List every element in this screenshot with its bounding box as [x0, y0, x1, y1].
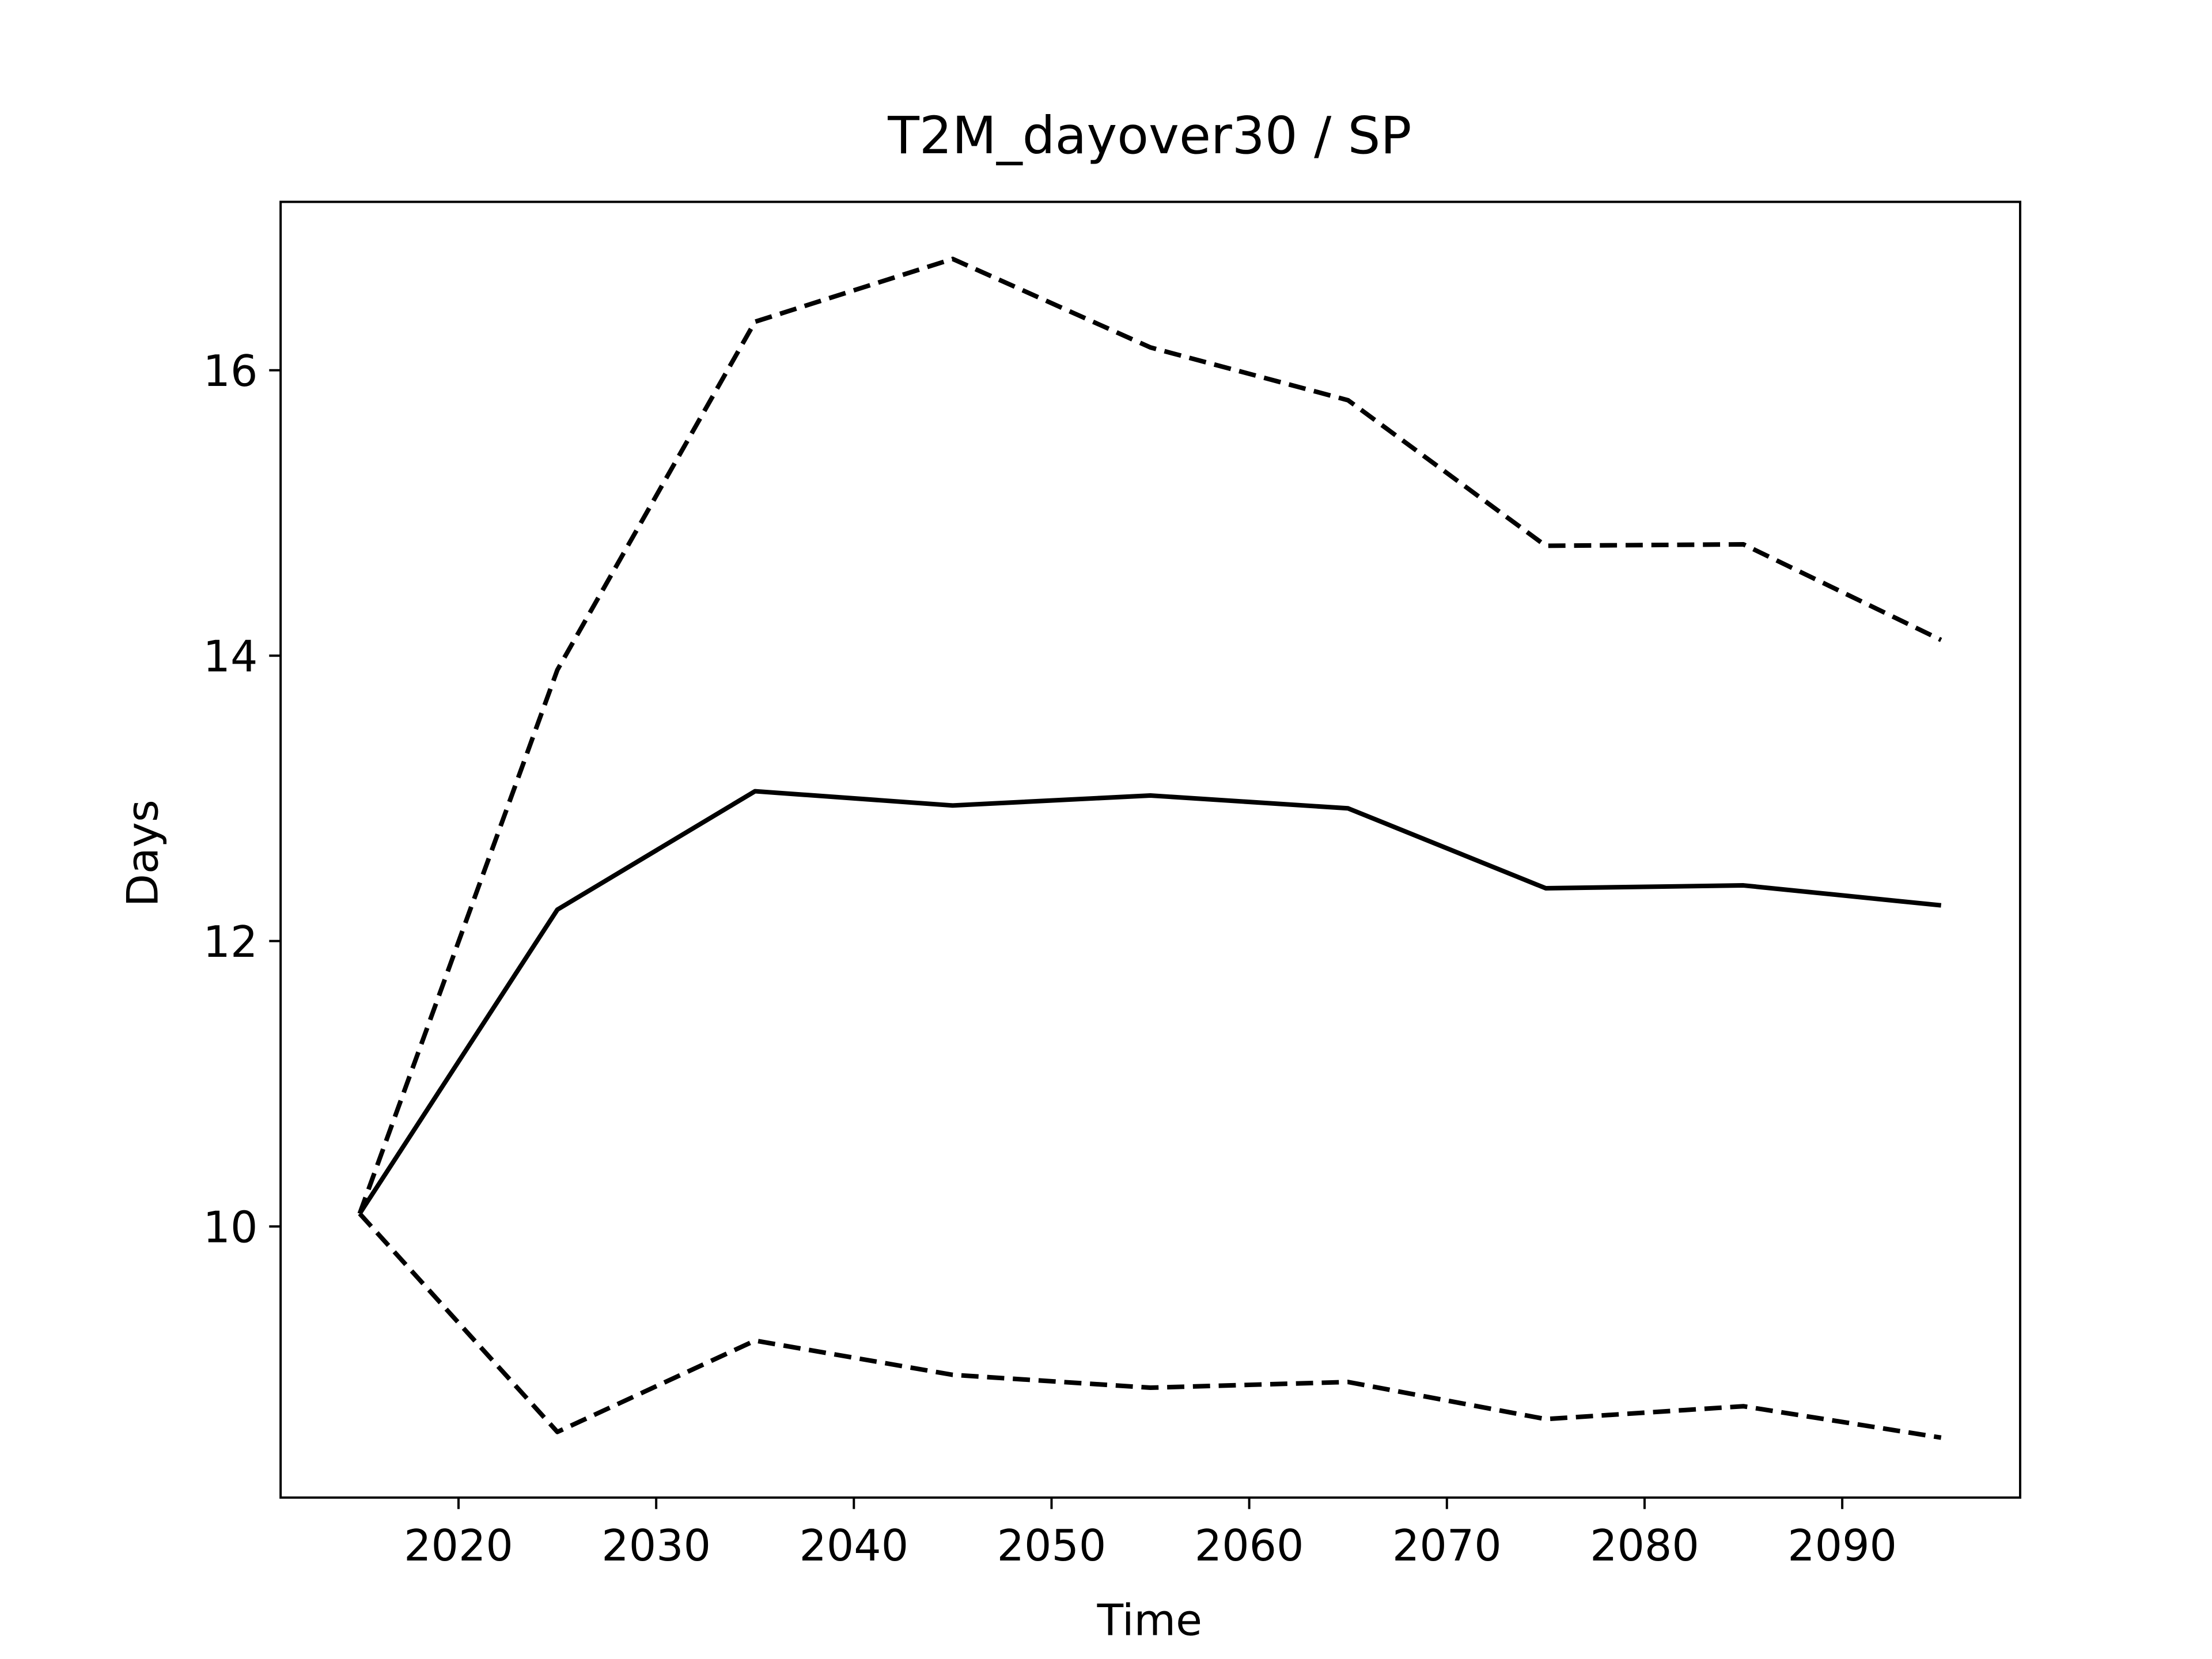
chart-title: T2M_dayover30 / SP [887, 106, 1411, 166]
y-axis-label: Days [118, 800, 168, 907]
x-tick-label: 2030 [601, 1521, 711, 1571]
x-tick-label: 2090 [1787, 1521, 1897, 1571]
line-series [358, 1212, 1942, 1440]
x-tick-label: 2080 [1590, 1521, 1699, 1571]
line-series [357, 256, 1942, 1215]
y-tick-label: 10 [203, 1202, 258, 1252]
y-tick-label: 14 [203, 632, 258, 682]
x-axis-label: Time [1097, 1595, 1202, 1645]
x-tick-label: 2050 [997, 1521, 1107, 1571]
x-tick-label: 2020 [404, 1521, 513, 1571]
x-tick-label: 2040 [799, 1521, 908, 1571]
x-tick-label: 2070 [1392, 1521, 1502, 1571]
y-tick-label: 16 [203, 346, 258, 396]
plot-frame [279, 200, 2021, 1499]
line-series [358, 789, 1942, 1215]
y-tick-label: 12 [203, 917, 258, 967]
x-tick-label: 2060 [1195, 1521, 1304, 1571]
